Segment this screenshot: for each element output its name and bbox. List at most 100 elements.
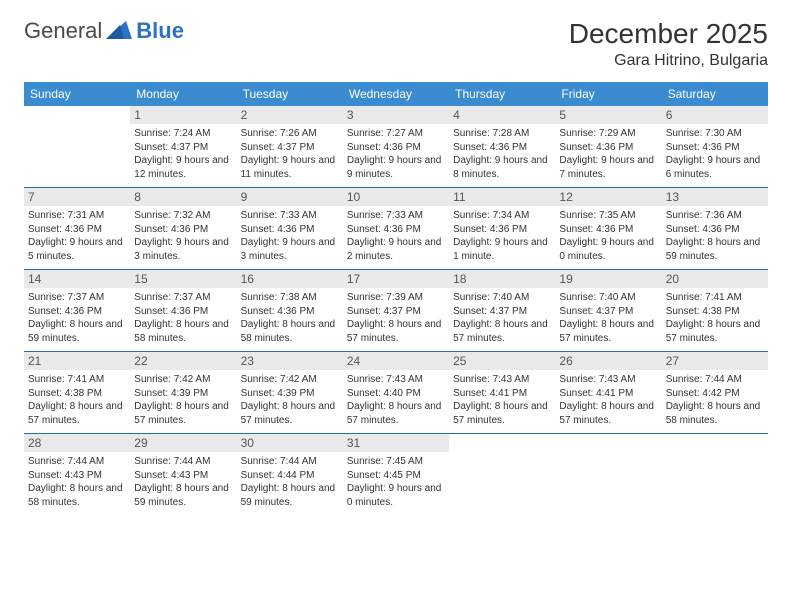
calendar-day-cell: 30Sunrise: 7:44 AMSunset: 4:44 PMDayligh… [237,434,343,516]
sunset-text: Sunset: 4:37 PM [134,141,232,155]
day-info: Sunrise: 7:24 AMSunset: 4:37 PMDaylight:… [134,127,232,181]
daylight-text: Daylight: 8 hours and 57 minutes. [453,400,551,427]
weekday-header: Sunday [24,82,130,106]
sunset-text: Sunset: 4:36 PM [28,223,126,237]
sunset-text: Sunset: 4:41 PM [559,387,657,401]
day-number: 5 [555,106,661,124]
daylight-text: Daylight: 8 hours and 57 minutes. [666,318,764,345]
day-number: 23 [237,352,343,370]
calendar-day-cell: 21Sunrise: 7:41 AMSunset: 4:38 PMDayligh… [24,352,130,434]
sunrise-text: Sunrise: 7:41 AM [28,373,126,387]
day-info: Sunrise: 7:30 AMSunset: 4:36 PMDaylight:… [666,127,764,181]
triangle-icon [106,19,132,44]
sunset-text: Sunset: 4:44 PM [241,469,339,483]
calendar-day-cell: 16Sunrise: 7:38 AMSunset: 4:36 PMDayligh… [237,270,343,352]
sunrise-text: Sunrise: 7:33 AM [347,209,445,223]
sunrise-text: Sunrise: 7:44 AM [134,455,232,469]
daylight-text: Daylight: 9 hours and 5 minutes. [28,236,126,263]
calendar-day-cell [555,434,661,516]
daylight-text: Daylight: 9 hours and 0 minutes. [347,482,445,509]
daylight-text: Daylight: 8 hours and 57 minutes. [28,400,126,427]
sunset-text: Sunset: 4:36 PM [453,223,551,237]
calendar-day-cell: 28Sunrise: 7:44 AMSunset: 4:43 PMDayligh… [24,434,130,516]
calendar-day-cell: 13Sunrise: 7:36 AMSunset: 4:36 PMDayligh… [662,188,768,270]
day-number: 18 [449,270,555,288]
day-info: Sunrise: 7:38 AMSunset: 4:36 PMDaylight:… [241,291,339,345]
daylight-text: Daylight: 9 hours and 3 minutes. [241,236,339,263]
day-info: Sunrise: 7:29 AMSunset: 4:36 PMDaylight:… [559,127,657,181]
day-info: Sunrise: 7:28 AMSunset: 4:36 PMDaylight:… [453,127,551,181]
day-info: Sunrise: 7:44 AMSunset: 4:43 PMDaylight:… [134,455,232,509]
title-block: December 2025 Gara Hitrino, Bulgaria [569,18,768,70]
sunset-text: Sunset: 4:36 PM [559,223,657,237]
sunset-text: Sunset: 4:36 PM [666,223,764,237]
daylight-text: Daylight: 9 hours and 3 minutes. [134,236,232,263]
sunrise-text: Sunrise: 7:38 AM [241,291,339,305]
daylight-text: Daylight: 8 hours and 58 minutes. [134,318,232,345]
day-info: Sunrise: 7:44 AMSunset: 4:42 PMDaylight:… [666,373,764,427]
calendar-day-cell: 25Sunrise: 7:43 AMSunset: 4:41 PMDayligh… [449,352,555,434]
day-number: 2 [237,106,343,124]
calendar-day-cell: 29 Sunrise: 7:44 AMSunset: 4:43 PMDayligh… [130,434,236,516]
calendar-week-row: 28Sunrise: 7:44 AMSunset: 4:43 PMDayligh… [24,434,768,516]
daylight-text: Daylight: 8 hours and 57 minutes. [559,318,657,345]
calendar-week-row: 14Sunrise: 7:37 AMSunset: 4:36 PMDayligh… [24,270,768,352]
sunrise-text: Sunrise: 7:45 AM [347,455,445,469]
day-info: Sunrise: 7:43 AMSunset: 4:41 PMDaylight:… [453,373,551,427]
day-number: 29 [130,434,236,452]
calendar-day-cell: 31Sunrise: 7:45 AMSunset: 4:45 PMDayligh… [343,434,449,516]
daylight-text: Daylight: 9 hours and 12 minutes. [134,154,232,181]
day-number: 10 [343,188,449,206]
day-number: 27 [662,352,768,370]
sunrise-text: Sunrise: 7:37 AM [28,291,126,305]
sunset-text: Sunset: 4:37 PM [453,305,551,319]
calendar-day-cell: 18 Sunrise: 7:40 AMSunset: 4:37 PMDayligh… [449,270,555,352]
sunrise-text: Sunrise: 7:44 AM [666,373,764,387]
day-number: 14 [24,270,130,288]
calendar-week-row: 21Sunrise: 7:41 AMSunset: 4:38 PMDayligh… [24,352,768,434]
sunrise-text: Sunrise: 7:43 AM [559,373,657,387]
weekday-header: Monday [130,82,236,106]
calendar-day-cell [662,434,768,516]
day-info: Sunrise: 7:40 AMSunset: 4:37 PMDaylight:… [559,291,657,345]
sunrise-text: Sunrise: 7:40 AM [453,291,551,305]
calendar-day-cell: 7Sunrise: 7:31 AMSunset: 4:36 PMDaylight… [24,188,130,270]
daylight-text: Daylight: 8 hours and 57 minutes. [347,400,445,427]
calendar-day-cell: 1 Sunrise: 7:24 AMSunset: 4:37 PMDaylight… [130,106,236,188]
sunrise-text: Sunrise: 7:42 AM [134,373,232,387]
daylight-text: Daylight: 8 hours and 58 minutes. [666,400,764,427]
day-number: 28 [24,434,130,452]
day-number: 26 [555,352,661,370]
daylight-text: Daylight: 8 hours and 59 minutes. [134,482,232,509]
calendar-day-cell: 5 Sunrise: 7:29 AMSunset: 4:36 PMDaylight… [555,106,661,188]
day-info: Sunrise: 7:35 AMSunset: 4:36 PMDaylight:… [559,209,657,263]
calendar-day-cell: 14Sunrise: 7:37 AMSunset: 4:36 PMDayligh… [24,270,130,352]
sunset-text: Sunset: 4:36 PM [28,305,126,319]
day-number: 3 [343,106,449,124]
sunrise-text: Sunrise: 7:39 AM [347,291,445,305]
day-info: Sunrise: 7:33 AMSunset: 4:36 PMDaylight:… [241,209,339,263]
weekday-header: Thursday [449,82,555,106]
calendar-day-cell: 12Sunrise: 7:35 AMSunset: 4:36 PMDayligh… [555,188,661,270]
logo-word-2: Blue [136,18,184,44]
daylight-text: Daylight: 8 hours and 57 minutes. [347,318,445,345]
sunset-text: Sunset: 4:36 PM [134,305,232,319]
sunset-text: Sunset: 4:37 PM [559,305,657,319]
sunrise-text: Sunrise: 7:42 AM [241,373,339,387]
day-info: Sunrise: 7:26 AMSunset: 4:37 PMDaylight:… [241,127,339,181]
day-number: 13 [662,188,768,206]
daylight-text: Daylight: 8 hours and 58 minutes. [241,318,339,345]
calendar-page: General Blue December 2025 Gara Hitrino,… [0,0,792,612]
calendar-day-cell: 22Sunrise: 7:42 AMSunset: 4:39 PMDayligh… [130,352,236,434]
day-number: 21 [24,352,130,370]
sunrise-text: Sunrise: 7:43 AM [453,373,551,387]
day-info: Sunrise: 7:40 AMSunset: 4:37 PMDaylight:… [453,291,551,345]
daylight-text: Daylight: 9 hours and 9 minutes. [347,154,445,181]
day-number: 17 [343,270,449,288]
day-number: 1 [130,106,236,124]
sunrise-text: Sunrise: 7:26 AM [241,127,339,141]
calendar-day-cell: 27 Sunrise: 7:44 AMSunset: 4:42 PMDayligh… [662,352,768,434]
day-number: 31 [343,434,449,452]
day-info: Sunrise: 7:27 AMSunset: 4:36 PMDaylight:… [347,127,445,181]
calendar-day-cell: 11Sunrise: 7:34 AMSunset: 4:36 PMDayligh… [449,188,555,270]
